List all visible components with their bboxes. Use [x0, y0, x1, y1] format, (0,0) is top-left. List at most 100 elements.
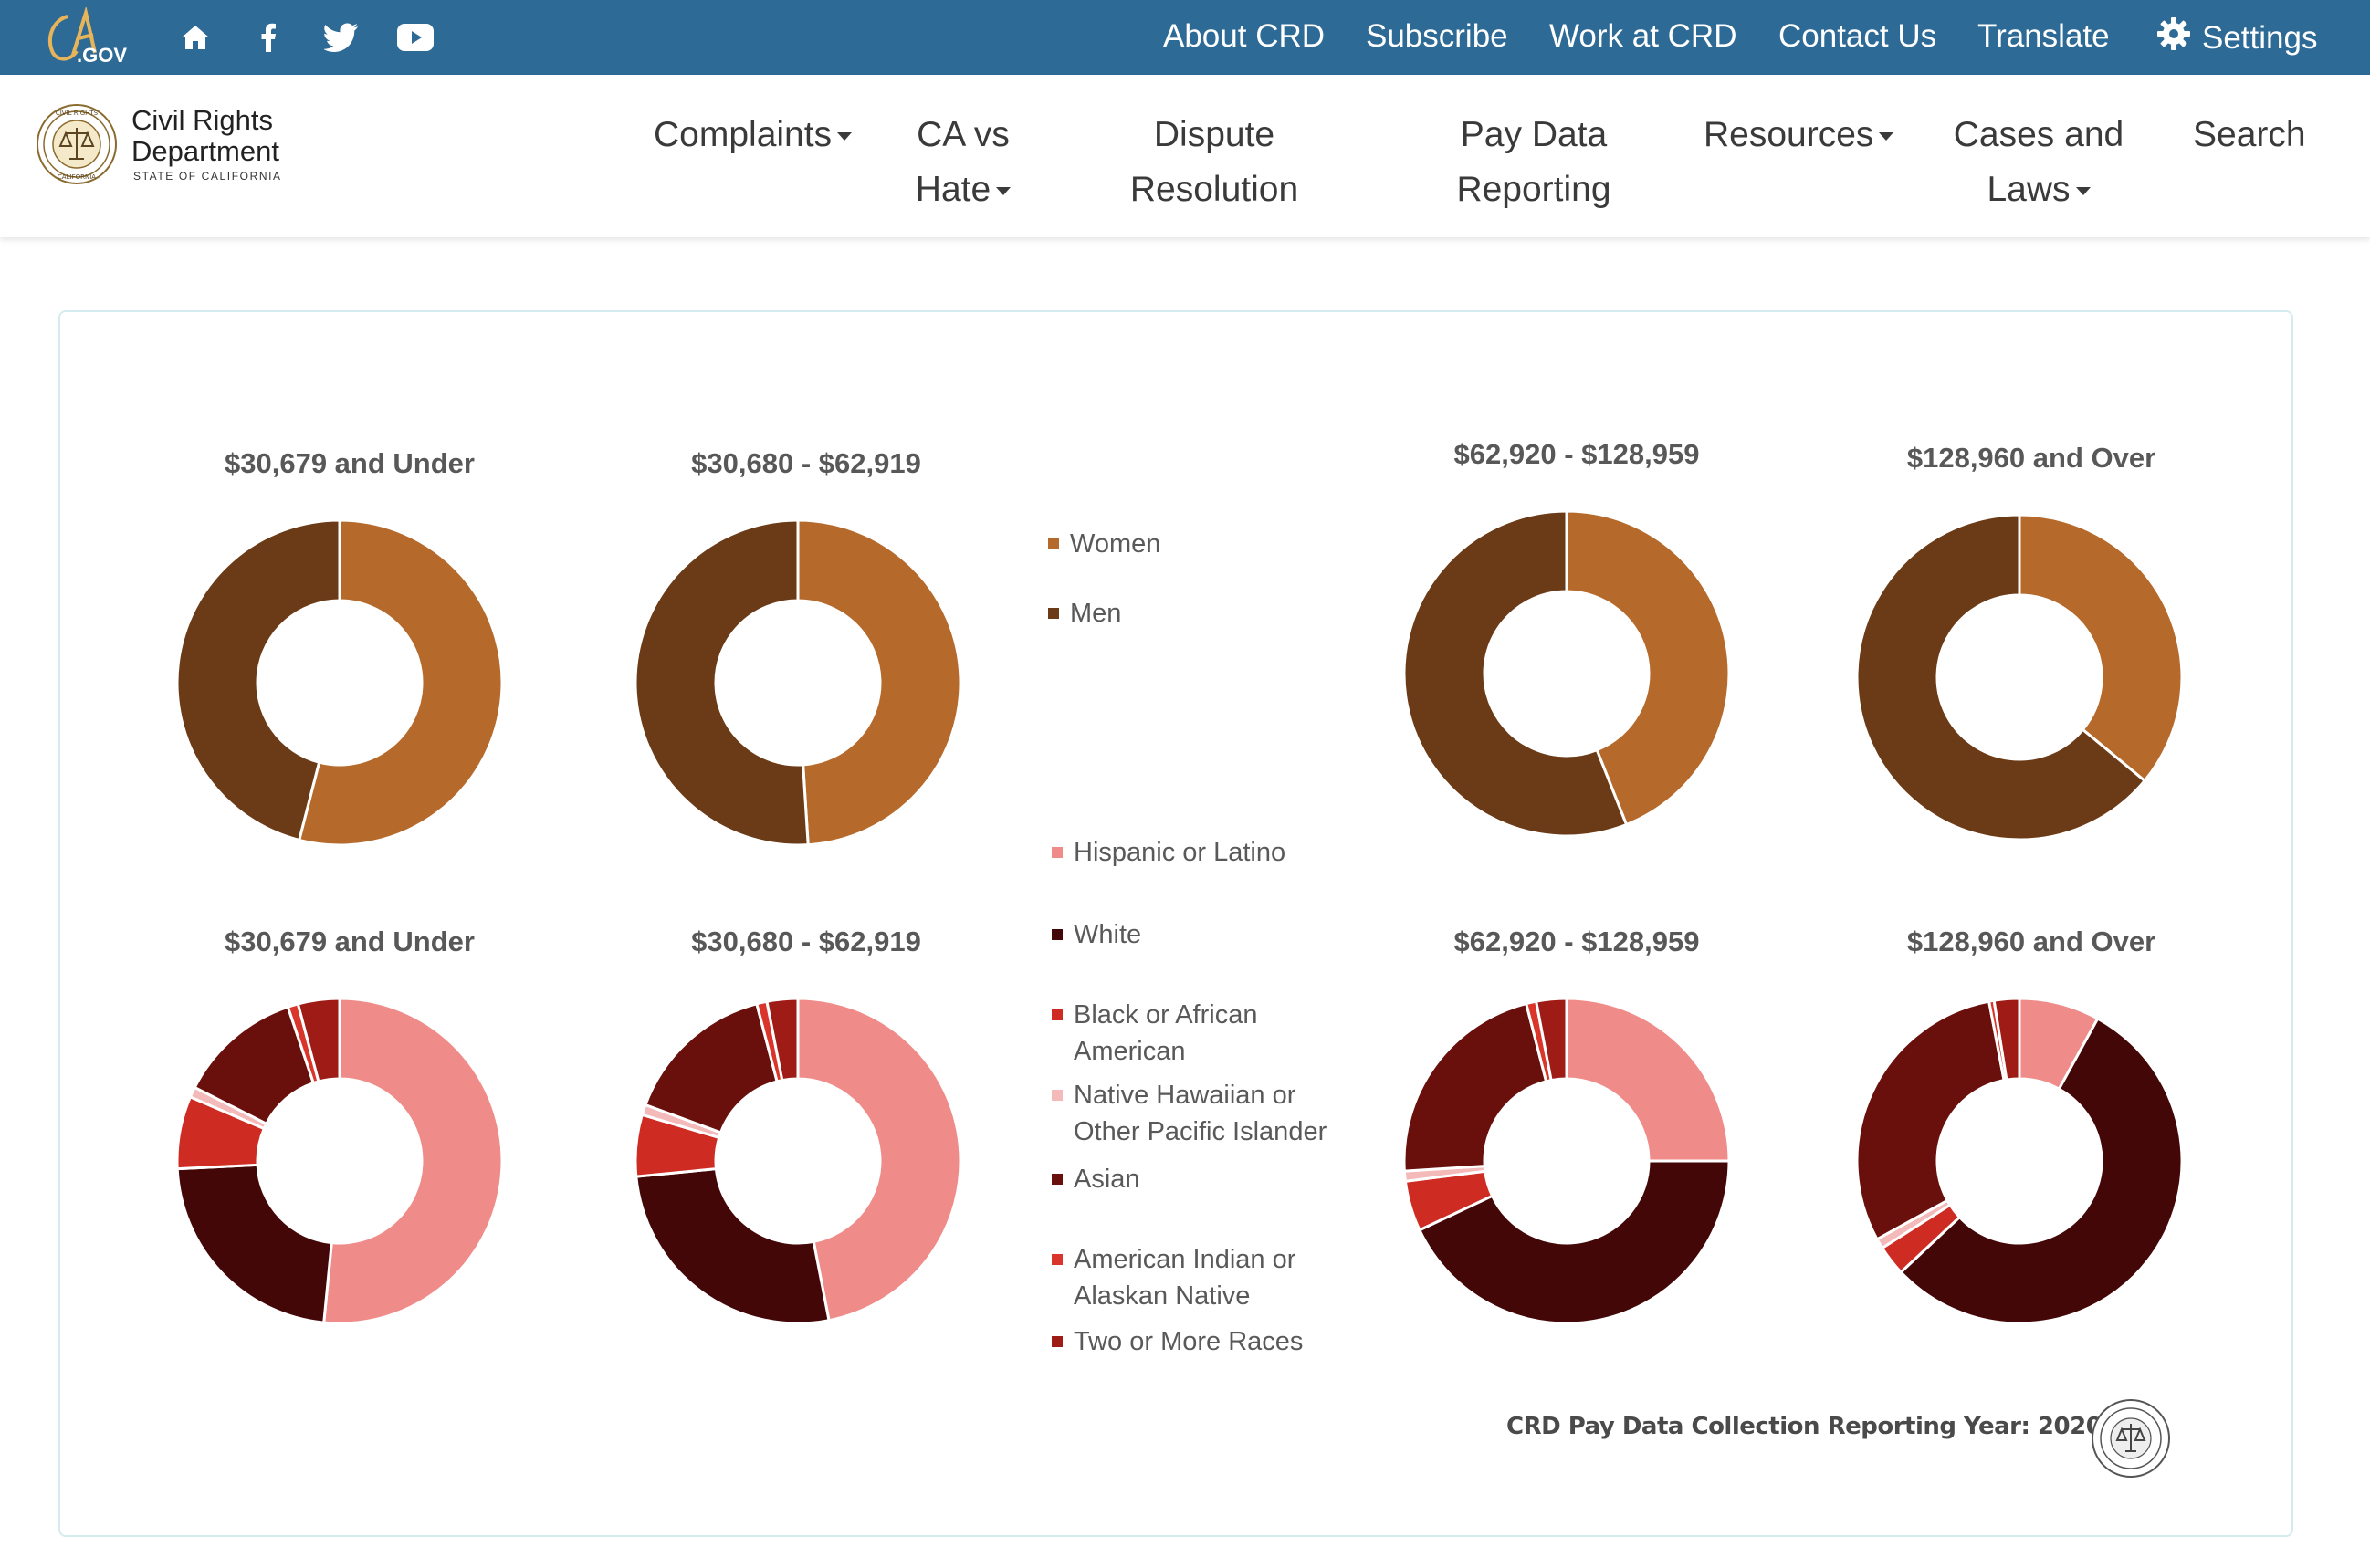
legend-item-aian: American Indian or Alaskan Native [1052, 1241, 1296, 1314]
legend-label: Men [1070, 599, 1122, 628]
donut-slice-men [1402, 509, 1629, 838]
nav-pay-data-reporting[interactable]: Pay Data Reporting [1442, 108, 1625, 217]
svg-text:.GOV: .GOV [77, 44, 127, 67]
youtube-icon[interactable] [396, 20, 435, 55]
legend-item-white: White [1052, 916, 1142, 953]
svg-text:CALIFORNIA: CALIFORNIA [58, 173, 96, 181]
nav-paydata-line1: Pay Data [1460, 115, 1608, 154]
subscribe-link[interactable]: Subscribe [1366, 18, 1508, 54]
nav-cases-line2: Laws [1987, 170, 2071, 209]
donut-slice-white [1899, 1016, 2184, 1325]
main-nav: CIVIL RIGHTS CALIFORNIA Civil Rights Dep… [0, 75, 2370, 237]
legend-swatch-nhpi [1052, 1090, 1063, 1101]
donut-chart-gender-1 [175, 518, 504, 847]
chart-title: $30,679 and Under [225, 447, 475, 479]
donut-slice-two-or-more-races [765, 997, 800, 1082]
legend-label: Black or African [1074, 1000, 1258, 1030]
nav-cases-and-laws[interactable]: Cases and Laws [1943, 108, 2134, 217]
nav-search[interactable]: Search [2193, 108, 2306, 162]
work-at-crd-link[interactable]: Work at CRD [1549, 18, 1737, 54]
nav-dispute-line1: Dispute [1153, 115, 1275, 154]
donut-slice-white [1417, 1159, 1731, 1325]
legend-swatch-men [1048, 608, 1059, 619]
donut-slice-women [2018, 513, 2184, 783]
nav-complaints-label: Complaints [654, 115, 833, 154]
donut-slice-men [175, 518, 341, 842]
brand-name-line1[interactable]: Civil Rights [131, 104, 274, 136]
utility-bar: .GOV About CRD Subscribe Work at CRD Con… [0, 0, 2370, 75]
legend-item-men: Men [1048, 595, 1122, 632]
settings-link[interactable]: Settings [2202, 20, 2318, 56]
facebook-icon[interactable] [257, 20, 279, 55]
legend-label: American [1074, 1037, 1186, 1066]
legend-item-women: Women [1048, 526, 1160, 562]
legend-label: Hispanic or Latino [1074, 838, 1286, 867]
nav-ca-vs-hate-line1: CA vs [917, 115, 1010, 154]
legend-swatch-women [1048, 538, 1059, 549]
brand-name-line2[interactable]: Department [131, 135, 279, 167]
donut-slice-men [634, 518, 810, 847]
nav-paydata-line2: Reporting [1456, 170, 1611, 209]
legend-label: Alaskan Native [1074, 1281, 1251, 1311]
donut-slice-hispanic-or-latino [322, 997, 504, 1325]
crd-seal-logo[interactable]: CIVIL RIGHTS CALIFORNIA [35, 102, 119, 186]
contact-us-link[interactable]: Contact Us [1778, 18, 1937, 54]
legend-swatch-aian [1052, 1254, 1063, 1265]
legend-swatch-asian [1052, 1174, 1063, 1185]
donut-slice-women [1565, 509, 1731, 827]
donut-slice-men [1855, 513, 2147, 841]
donut-chart-race-4 [1855, 997, 2184, 1325]
donut-slice-two-or-more-races [296, 997, 341, 1083]
nav-dispute-line2: Resolution [1129, 170, 1299, 209]
reporting-year-note: CRD Pay Data Collection Reporting Year: … [1506, 1413, 2103, 1440]
legend-label: Native Hawaiian or [1074, 1081, 1296, 1110]
donut-slice-two-or-more-races [1534, 997, 1568, 1082]
brand-subtitle: STATE OF CALIFORNIA [133, 170, 282, 183]
nav-search-label: Search [2193, 115, 2306, 154]
nav-cases-line1: Cases and [1953, 115, 2124, 154]
legend-swatch-white [1052, 929, 1063, 940]
nav-complaints[interactable]: Complaints [654, 108, 853, 162]
caret-down-icon [837, 132, 853, 141]
svg-text:CIVIL RIGHTS: CIVIL RIGHTS [56, 110, 99, 117]
donut-slice-women [796, 518, 962, 847]
legend-label: American Indian or [1074, 1245, 1296, 1274]
legend-item-black: Black or African American [1052, 997, 1258, 1070]
donut-slice-white [175, 1163, 333, 1324]
ca-gov-logo[interactable]: .GOV [40, 7, 131, 68]
chart-title: $128,960 and Over [1906, 925, 2156, 957]
chart-title: $30,679 and Under [225, 925, 475, 957]
legend-swatch-two-or-more [1052, 1336, 1063, 1347]
legend-label: Asian [1074, 1165, 1140, 1194]
about-crd-link[interactable]: About CRD [1163, 18, 1326, 54]
legend-swatch-black [1052, 1009, 1063, 1020]
nav-dispute-resolution[interactable]: Dispute Resolution [1123, 108, 1306, 217]
nav-ca-vs-hate[interactable]: CA vs Hate [904, 108, 1022, 217]
caret-down-icon [2075, 187, 2091, 196]
donut-chart-gender-4 [1855, 513, 2184, 841]
pay-data-card [58, 310, 2293, 1537]
legend-label: Two or More Races [1074, 1327, 1304, 1356]
nav-resources[interactable]: Resources [1704, 108, 1894, 162]
donut-slice-women [297, 518, 504, 847]
legend-label: White [1074, 920, 1142, 949]
donut-chart-race-2 [634, 997, 962, 1325]
donut-slice-asian [1855, 999, 2006, 1241]
donut-chart-gender-3 [1402, 509, 1731, 838]
legend-item-asian: Asian [1052, 1161, 1140, 1197]
donut-slice-asian [1402, 1001, 1548, 1173]
twitter-icon[interactable] [323, 20, 360, 55]
chart-title: $30,680 - $62,919 [691, 925, 921, 957]
caret-down-icon [996, 187, 1012, 196]
gear-icon[interactable] [2155, 16, 2193, 51]
home-icon[interactable] [179, 20, 212, 55]
donut-slice-two-or-more-races [1992, 997, 2021, 1082]
donut-slice-hispanic-or-latino [796, 997, 962, 1322]
donut-slice-hispanic-or-latino [1565, 997, 1731, 1163]
donut-chart-race-1 [175, 997, 504, 1325]
donut-slice-asian [644, 1001, 780, 1134]
chart-title: $62,920 - $128,959 [1453, 438, 1700, 470]
nav-ca-vs-hate-line2: Hate [915, 170, 991, 209]
translate-link[interactable]: Translate [1977, 18, 2110, 54]
nav-resources-label: Resources [1704, 115, 1874, 154]
